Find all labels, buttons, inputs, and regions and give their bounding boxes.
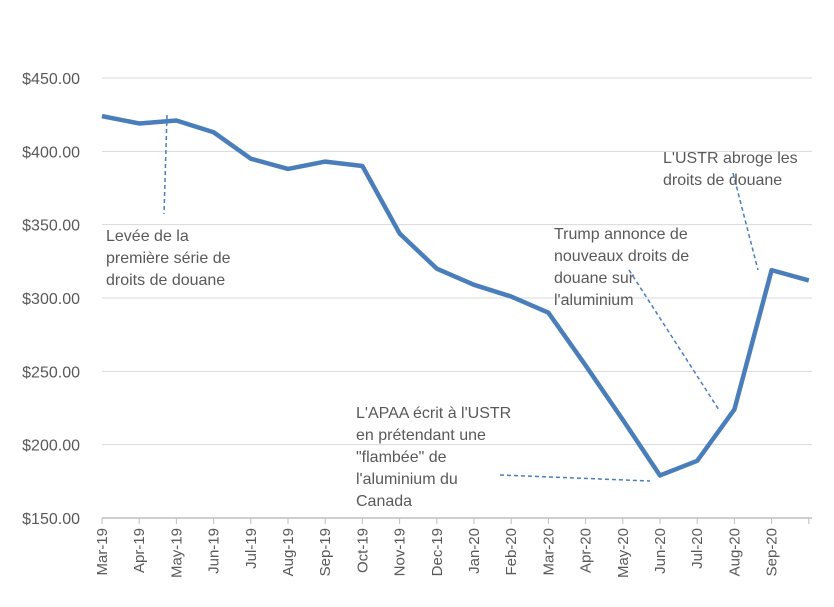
annotation-line: "flambée" de [356, 449, 447, 466]
y-tick-label: $400.00 [22, 144, 80, 161]
annotation-line: Levée de la [106, 228, 189, 245]
annotation-3: Trump annonce de nouveaux droits de douane… [554, 226, 689, 309]
y-tick-label: $450.00 [22, 71, 80, 88]
x-axis: Mar-19 Apr-19 May-19 Jun-19 Jul-19 Aug-19 Sep-… [94, 517, 812, 578]
y-tick-label: $250.00 [22, 364, 80, 381]
x-tick-label: Oct-19 [354, 528, 371, 573]
annotation-line: Canada [356, 493, 412, 510]
annotation-4: L'USTR abroge les droits de douane [663, 150, 798, 189]
annotation-line: nouveaux droits de [554, 248, 689, 265]
x-tick-label: Mar-20 [540, 528, 557, 576]
x-tick-label: Jul-19 [243, 528, 260, 569]
annotation-leaders [163, 114, 759, 482]
y-tick-label: $350.00 [22, 218, 80, 235]
x-tick-label: Jun-20 [652, 528, 669, 574]
x-tick-label: Aug-20 [726, 528, 743, 576]
annotation-line: droits de douane [106, 272, 225, 289]
leader-line-1 [163, 114, 168, 215]
gridlines [102, 77, 812, 446]
annotation-line: Trump annonce de [554, 226, 688, 243]
annotation-line: douane sur [554, 270, 635, 287]
x-tick-label: Nov-19 [392, 528, 409, 576]
annotation-line: l'aluminium du [356, 471, 458, 488]
x-tick-label: Feb-20 [503, 528, 520, 576]
y-tick-label: $150.00 [22, 511, 80, 528]
annotations: Levée de la première série de droits de do… [106, 150, 798, 510]
x-tick-label: Jan-20 [466, 528, 483, 574]
x-tick-label: Jul-20 [689, 528, 706, 569]
annotation-line: première série de [106, 250, 231, 267]
y-tick-label: $200.00 [22, 438, 80, 455]
annotation-line: droits de douane [663, 172, 782, 189]
annotation-line: L'USTR abroge les [663, 150, 798, 167]
x-tick-label: Sep-19 [317, 528, 334, 576]
y-axis-labels: $150.00 $200.00 $250.00 $300.00 $350.00 $400.… [22, 71, 80, 528]
x-tick-label: Apr-19 [131, 528, 148, 573]
x-tick-label: Mar-19 [94, 528, 111, 576]
leader-line-4 [732, 172, 759, 271]
annotation-1: Levée de la première série de droits de do… [106, 228, 231, 289]
x-tick-label: Sep-20 [764, 528, 781, 576]
annotation-line: l'aluminium [554, 292, 634, 309]
leader-line-2 [499, 474, 651, 482]
annotation-line: L'APAA écrit à l'USTR [356, 405, 511, 422]
leader-line-3 [628, 269, 720, 411]
series-line [101, 113, 810, 478]
x-tick-label: Jun-19 [206, 528, 223, 574]
x-tick-label: May-20 [615, 528, 632, 578]
annotation-line: en prétendant une [356, 427, 486, 444]
x-tick-label: Dec-19 [429, 528, 446, 576]
x-tick-label: Aug-19 [280, 528, 297, 576]
annotation-2: L'APAA écrit à l'USTR en prétendant une "f… [356, 405, 511, 510]
y-tick-label: $300.00 [22, 291, 80, 308]
x-tick-label: Apr-20 [578, 528, 595, 573]
x-tick-label: May-19 [168, 528, 185, 578]
